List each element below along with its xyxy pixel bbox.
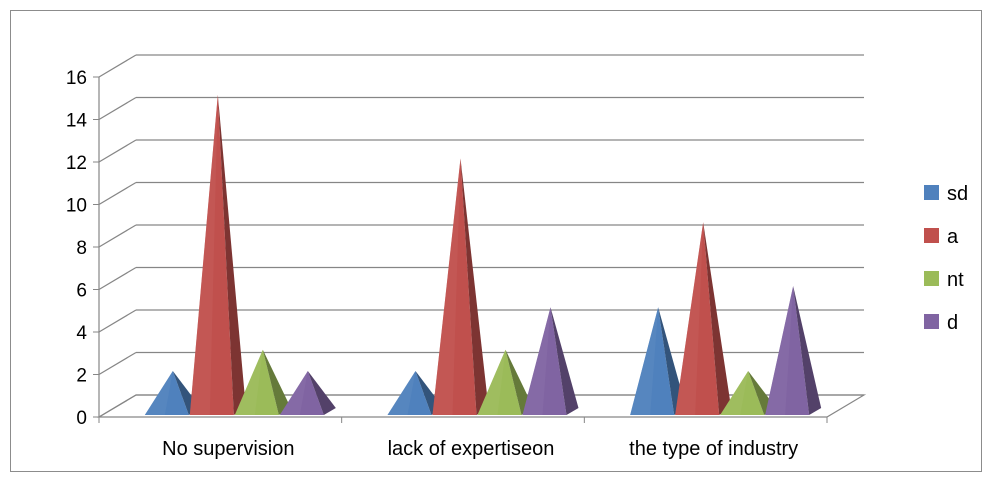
pyramid-highlight xyxy=(144,371,173,415)
x-category-label: the type of industry xyxy=(629,438,798,460)
pyramid-highlight xyxy=(630,307,659,415)
data-pyramids xyxy=(144,94,822,415)
legend-swatch xyxy=(924,271,939,286)
pyramid-side-face xyxy=(307,371,336,415)
legend-label: sd xyxy=(947,183,968,205)
gridline-side xyxy=(98,266,137,291)
y-tick-label: 16 xyxy=(66,68,87,89)
legend-swatch xyxy=(924,228,939,243)
y-tick-label: 8 xyxy=(76,238,87,259)
pyramid-highlight xyxy=(522,307,551,415)
x-axis: No supervision lack of expertiseon the typ… xyxy=(98,417,828,460)
gridline-side xyxy=(98,351,137,376)
legend: sd a nt d xyxy=(924,183,968,334)
legend-label: d xyxy=(947,312,958,334)
x-category-label: lack of expertiseon xyxy=(388,438,555,460)
gridline-side xyxy=(98,224,137,248)
pyramid-bar-chart: 0 2 4 6 8 10 12 14 16 No supervision lack of expe… xyxy=(66,54,968,460)
legend-label: nt xyxy=(947,269,964,291)
legend-swatch xyxy=(924,185,939,200)
pyramid-highlight xyxy=(189,94,218,415)
pyramid-side-face xyxy=(262,349,291,415)
pyramid-side-face xyxy=(217,94,246,415)
gridline-side xyxy=(98,181,137,206)
pyramid-side-face xyxy=(460,158,489,415)
pyramid-highlight xyxy=(432,158,461,415)
pyramid-highlight xyxy=(720,371,749,415)
gridline-side xyxy=(98,96,137,121)
y-axis: 0 2 4 6 8 10 12 14 16 xyxy=(66,68,100,429)
legend-label: a xyxy=(947,226,959,248)
y-tick-label: 0 xyxy=(76,408,87,429)
y-tick-label: 12 xyxy=(66,153,87,174)
legend-swatch xyxy=(924,314,939,329)
y-tick-label: 14 xyxy=(66,111,88,132)
pyramid-side-face xyxy=(505,349,534,415)
pyramid-side-face xyxy=(550,307,579,415)
y-tick-label: 2 xyxy=(76,366,87,387)
y-tick-label: 6 xyxy=(76,281,87,302)
gridline-side xyxy=(98,309,137,333)
pyramid-highlight xyxy=(234,349,263,415)
y-tick-label: 4 xyxy=(76,323,87,344)
y-tick-label: 10 xyxy=(66,196,87,217)
pyramid-highlight xyxy=(279,371,308,415)
pyramid-highlight xyxy=(477,349,506,415)
pyramid-highlight xyxy=(387,371,416,415)
pyramid-highlight xyxy=(765,286,794,415)
x-category-label: No supervision xyxy=(162,438,294,460)
gridline-side xyxy=(98,54,137,78)
pyramid-side-face xyxy=(793,286,822,415)
gridline-side xyxy=(98,139,137,163)
pyramid-side-face xyxy=(703,222,732,415)
gridlines xyxy=(98,54,864,418)
chart-frame: 0 2 4 6 8 10 12 14 16 No supervision lack of expe… xyxy=(10,10,982,472)
pyramid-highlight xyxy=(675,222,704,415)
